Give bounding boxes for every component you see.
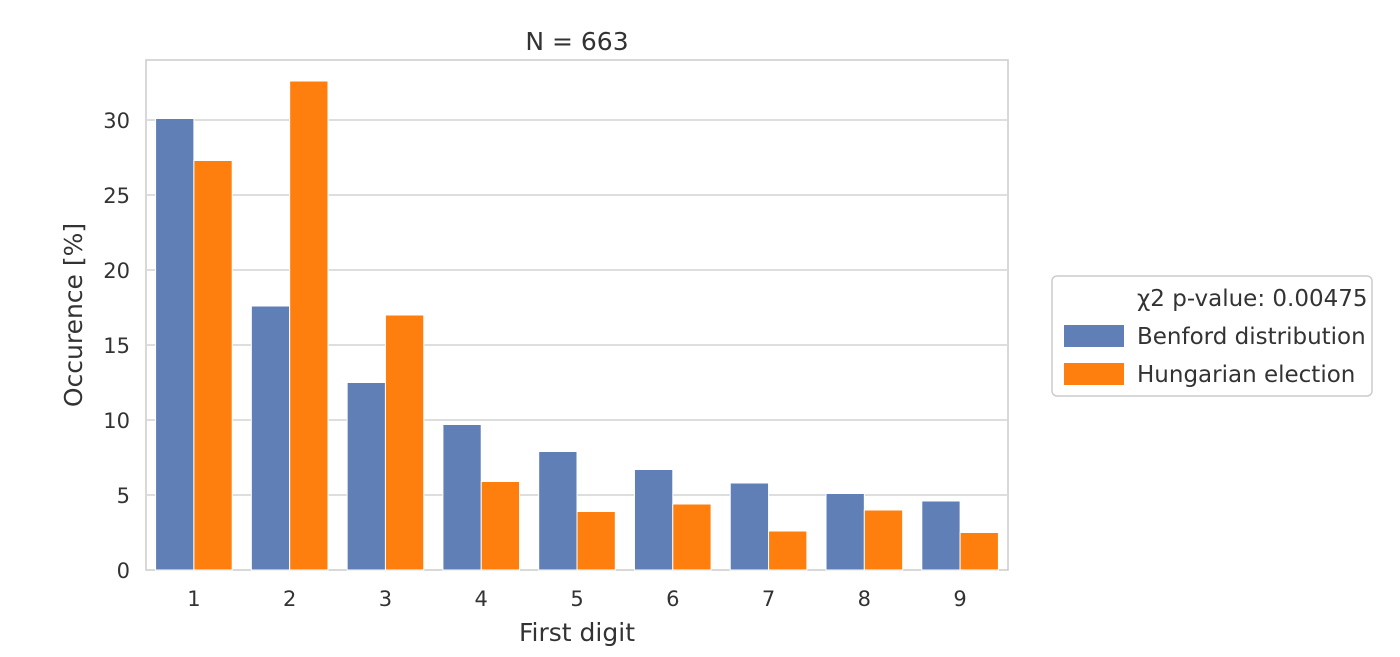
x-tick-6: 6: [666, 587, 679, 611]
bar-hungarian-1: [193, 160, 233, 571]
y-tick-labels: 0 5 10 15 20 25 30: [103, 109, 130, 583]
bar-benford-5: [538, 451, 578, 571]
bars: [155, 80, 999, 571]
x-tick-7: 7: [762, 587, 775, 611]
x-axis-label: First digit: [519, 618, 635, 647]
legend-title: χ2 p-value: 0.00475: [1137, 286, 1368, 312]
x-tick-5: 5: [570, 587, 583, 611]
y-tick-10: 10: [103, 409, 130, 433]
y-tick-5: 5: [117, 484, 130, 508]
legend-label-benford: Benford distribution: [1137, 324, 1366, 350]
x-tick-4: 4: [475, 587, 488, 611]
legend: χ2 p-value: 0.00475 Benford distribution…: [1051, 275, 1373, 397]
bar-hungarian-6: [672, 503, 712, 571]
y-tick-20: 20: [103, 259, 130, 283]
bar-hungarian-5: [576, 511, 616, 571]
x-tick-labels: 1 2 3 4 5 6 7 8 9: [187, 587, 967, 611]
bar-hungarian-4: [480, 481, 521, 571]
bar-hungarian-7: [768, 530, 808, 571]
y-tick-30: 30: [103, 109, 130, 133]
chart-title: N = 663: [525, 27, 628, 56]
x-tick-8: 8: [858, 587, 871, 611]
bar-hungarian-3: [384, 314, 425, 571]
bar-hungarian-2: [289, 80, 329, 571]
y-axis-label: Occurence [%]: [59, 223, 88, 407]
x-tick-9: 9: [953, 587, 966, 611]
y-tick-25: 25: [103, 184, 130, 208]
bar-benford-9: [921, 500, 961, 571]
y-tick-15: 15: [103, 334, 130, 358]
x-tick-3: 3: [379, 587, 392, 611]
legend-swatch-benford: [1064, 325, 1124, 347]
bar-benford-1: [155, 118, 195, 571]
bar-benford-7: [729, 482, 770, 571]
bar-hungarian-9: [959, 532, 999, 571]
legend-swatch-hungarian: [1064, 363, 1124, 385]
x-tick-2: 2: [283, 587, 296, 611]
bar-benford-4: [442, 424, 482, 571]
bar-benford-2: [250, 305, 291, 571]
bar-benford-6: [633, 469, 674, 571]
bar-benford-3: [346, 382, 386, 571]
x-tick-1: 1: [187, 587, 200, 611]
bar-hungarian-8: [863, 509, 904, 571]
legend-frame: [1051, 275, 1373, 397]
legend-label-hungarian: Hungarian election: [1137, 362, 1355, 388]
y-tick-0: 0: [117, 559, 130, 583]
bar-benford-8: [825, 493, 865, 571]
